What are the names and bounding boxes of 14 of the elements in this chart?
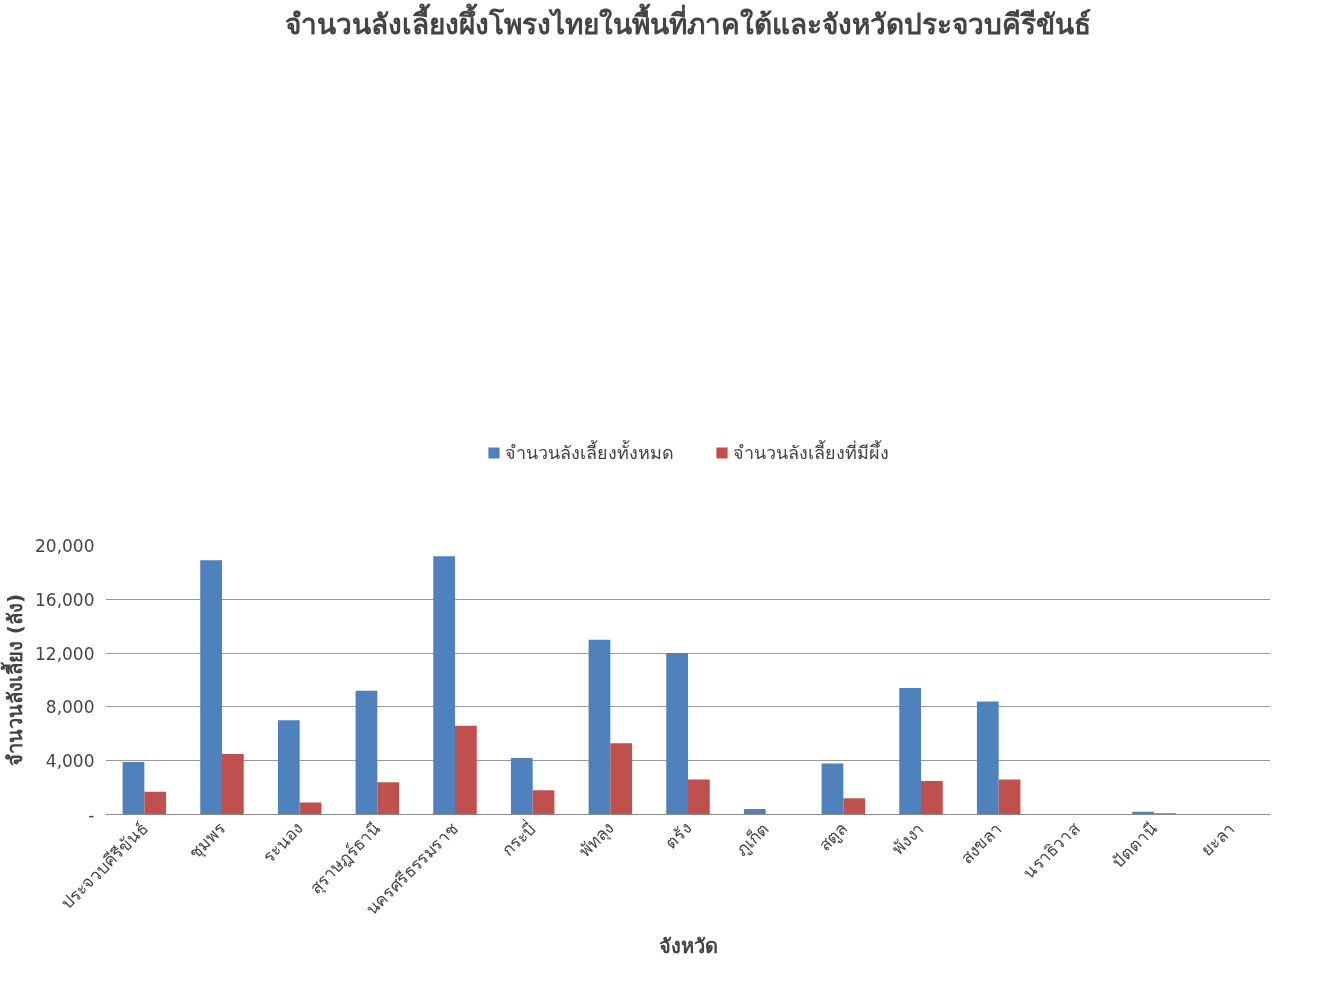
y-axis-title: จำนวนลังเลี้ยง (ลัง) <box>0 593 28 767</box>
legend-label: จำนวนลังเลี้ยงทั้งหมด <box>505 439 674 465</box>
x-axis-title: จังหวัด <box>658 933 718 958</box>
y-tick-label: - <box>88 805 95 825</box>
chart-title: จำนวนลังเลี้ยงผึ้งโพรงไทยในพื้นที่ภาคใต้และจังหวัดประจวบคีรีขันธ์ <box>285 2 1091 41</box>
y-tick-label: 4,000 <box>45 751 95 772</box>
y-tick-label: 12,000 <box>35 643 95 664</box>
x-tick-label: พังงา <box>887 818 929 859</box>
y-tick-label: 8,000 <box>45 697 95 718</box>
y-tick-label: 16,000 <box>35 589 95 610</box>
legend-label: จำนวนลังเลี้ยงที่มีผึ้ง <box>733 439 889 465</box>
x-tick-label: ตรัง <box>661 818 696 853</box>
y-tick-label: 20,000 <box>35 536 95 556</box>
x-tick-label: สตูล <box>814 818 852 856</box>
